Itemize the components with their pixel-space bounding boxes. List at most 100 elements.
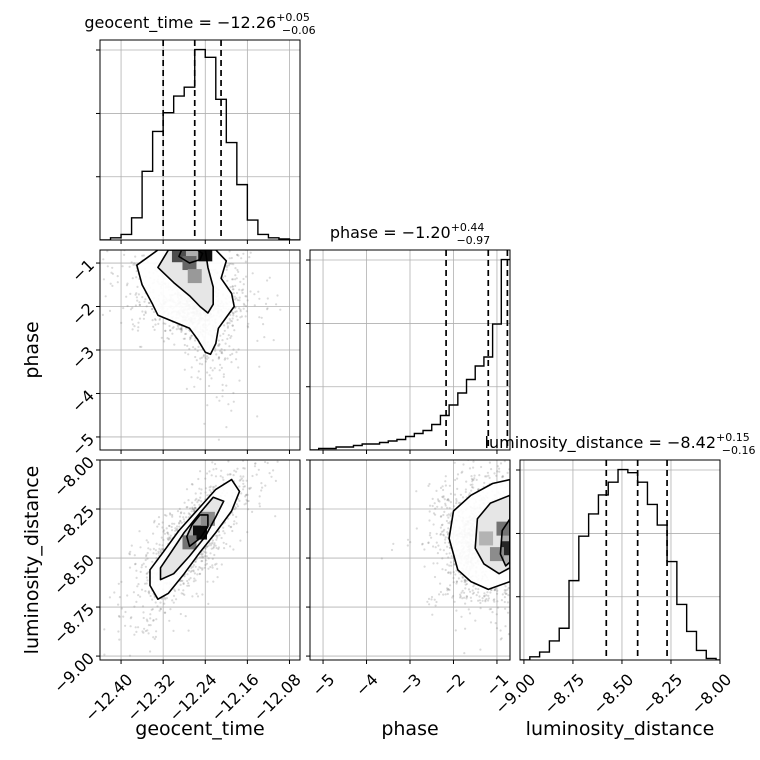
- scatter-point: [123, 174, 125, 176]
- scatter-point: [456, 473, 460, 476]
- scatter-point: [501, 404, 503, 406]
- scatter-point: [201, 559, 204, 563]
- scatter-point: [182, 592, 185, 595]
- scatter-point: [226, 517, 230, 520]
- scatter-point: [446, 589, 449, 592]
- scatter-point: [217, 357, 220, 360]
- scatter-point: [444, 504, 447, 507]
- scatter-point: [162, 548, 165, 551]
- scatter-point: [487, 474, 490, 477]
- scatter-point: [517, 463, 519, 465]
- scatter-point: [165, 597, 168, 600]
- scatter-point: [214, 563, 217, 566]
- scatter-point: [235, 522, 238, 525]
- scatter-point: [180, 579, 183, 583]
- scatter-point: [438, 500, 441, 503]
- contour-line: [186, 514, 209, 548]
- scatter-point: [231, 513, 235, 517]
- scatter-point: [277, 438, 279, 440]
- scatter-point: [239, 280, 242, 283]
- scatter-point: [183, 343, 186, 347]
- scatter-point: [139, 570, 142, 574]
- scatter-point: [430, 536, 433, 539]
- scatter-point: [165, 527, 168, 530]
- scatter-point: [233, 329, 236, 332]
- scatter-point: [449, 584, 452, 587]
- scatter-point: [228, 262, 231, 265]
- scatter-point: [510, 457, 512, 459]
- scatter-point: [219, 349, 222, 353]
- scatter-point: [104, 295, 107, 298]
- scatter-point: [447, 588, 450, 591]
- scatter-point: [506, 601, 509, 604]
- scatter-point: [93, 329, 95, 331]
- scatter-point: [520, 467, 522, 469]
- scatter-point: [130, 616, 133, 619]
- scatter-point: [510, 487, 512, 489]
- scatter-point: [237, 270, 240, 273]
- scatter-point: [175, 598, 178, 601]
- scatter-point: [444, 538, 447, 541]
- scatter-point: [185, 506, 188, 509]
- scatter-point: [477, 588, 480, 591]
- scatter-point: [231, 529, 234, 533]
- scatter-point: [463, 581, 466, 584]
- scatter-point: [117, 614, 121, 618]
- scatter-point: [166, 537, 169, 540]
- scatter-point: [156, 605, 159, 608]
- scatter-point: [190, 510, 193, 513]
- scatter-point: [232, 348, 235, 351]
- scatter-point: [524, 462, 526, 464]
- scatter-point: [433, 598, 436, 601]
- scatter-point: [227, 264, 230, 267]
- scatter-point: [218, 399, 221, 402]
- scatter-point: [455, 580, 458, 583]
- scatter-point: [229, 545, 232, 548]
- scatter-point: [230, 256, 233, 260]
- scatter-point: [169, 329, 172, 332]
- scatter-point: [108, 309, 112, 312]
- scatter-point: [220, 458, 222, 460]
- scatter-point: [175, 528, 178, 531]
- scatter-point: [149, 624, 152, 627]
- scatter-point: [246, 493, 249, 496]
- scatter-point: [164, 329, 167, 332]
- scatter-point: [439, 548, 442, 551]
- scatter-point: [198, 487, 201, 490]
- scatter-point: [137, 626, 140, 629]
- scatter-point: [245, 479, 248, 482]
- scatter-point: [183, 501, 186, 504]
- histogram-step: [100, 48, 300, 240]
- scatter-point: [431, 497, 434, 500]
- scatter-point: [154, 317, 157, 321]
- scatter-point: [151, 598, 154, 601]
- scatter-point: [493, 588, 496, 592]
- scatter-point: [463, 578, 466, 582]
- scatter-point: [235, 470, 238, 473]
- scatter-point: [452, 581, 455, 584]
- scatter-point: [427, 541, 430, 545]
- scatter-point: [191, 501, 194, 504]
- scatter-point: [513, 603, 515, 605]
- scatter-point: [194, 339, 197, 342]
- scatter-point: [153, 637, 156, 641]
- scatter-point: [214, 484, 217, 487]
- scatter-point: [244, 260, 247, 263]
- scatter-point: [222, 332, 225, 335]
- scatter-point: [470, 599, 473, 603]
- scatter-point: [511, 517, 513, 519]
- density-fill: [157, 250, 214, 313]
- scatter-point: [272, 339, 275, 342]
- scatter-point: [244, 315, 247, 318]
- scatter-point: [168, 537, 171, 541]
- scatter-point: [439, 533, 442, 536]
- scatter-point: [220, 366, 223, 369]
- scatter-point: [150, 222, 152, 224]
- scatter-point: [195, 497, 198, 500]
- scatter-point: [506, 611, 510, 614]
- scatter-point: [429, 531, 432, 535]
- scatter-point: [493, 600, 496, 603]
- scatter-point: [171, 332, 174, 335]
- scatter-point: [173, 343, 176, 346]
- scatter-point: [511, 495, 513, 497]
